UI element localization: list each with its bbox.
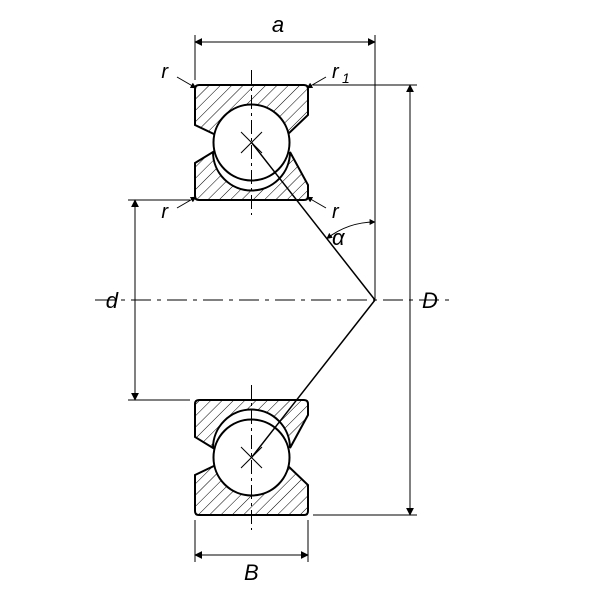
label-B: B xyxy=(244,560,259,585)
label-r-bl: r xyxy=(161,201,169,223)
label-D: D xyxy=(422,288,438,313)
label-alpha: α xyxy=(332,225,346,250)
label-a: a xyxy=(272,12,284,37)
label-r-br: r xyxy=(332,201,340,223)
svg-text:1: 1 xyxy=(342,70,350,86)
label-r1: r 1 xyxy=(332,61,350,86)
label-r-tl: r xyxy=(161,61,169,83)
svg-text:r: r xyxy=(332,61,340,83)
dimension-B xyxy=(195,520,308,562)
bearing-diagram: a r r 1 r r α d D B xyxy=(0,0,600,600)
label-d: d xyxy=(106,288,119,313)
